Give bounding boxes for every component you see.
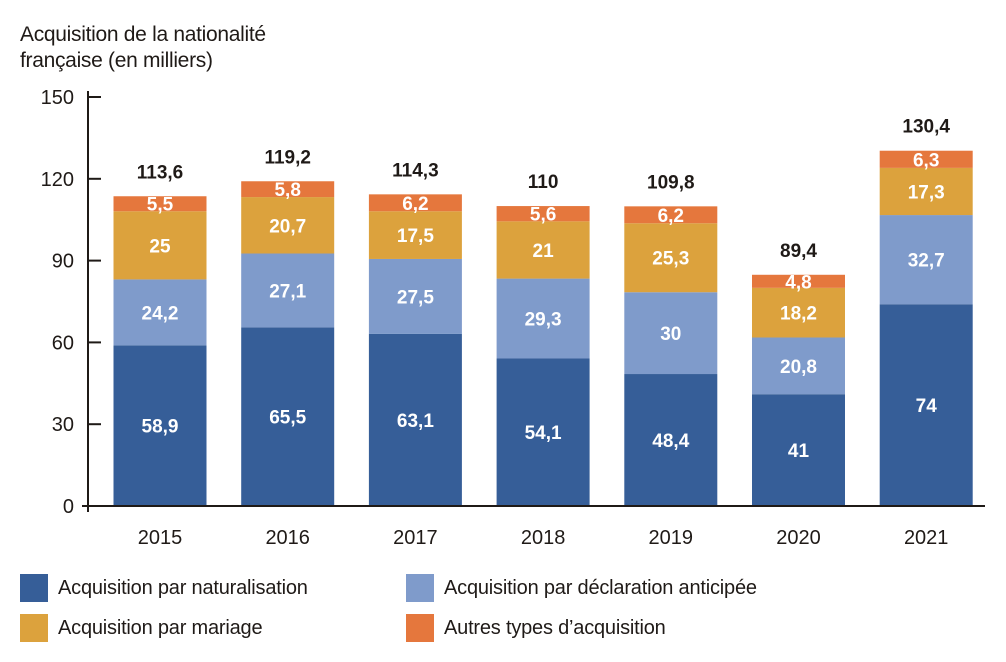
bar-segment [241,327,335,506]
total-value-label: 114,3 [392,160,439,181]
x-tick-label: 2015 [138,527,183,549]
segment-value-label: 24,2 [142,303,179,324]
bar-segment [241,253,335,328]
segment-value-label: 18,2 [780,304,817,325]
segment-value-label: 17,5 [397,226,434,247]
segment-value-label: 27,1 [269,281,306,302]
segment-value-label: 65,5 [269,408,306,429]
segment-value-label: 4,8 [785,272,811,293]
segment-value-label: 25,3 [652,249,689,270]
axes-group: 0 30 60 90 120 150 [41,87,985,518]
stacked-bar-chart: 0 30 60 90 120 150 58,9 24,2 25 5,5 113,6 2015 65,5… [41,87,985,549]
legend-label: Acquisition par mariage [58,616,263,639]
bar-segment [496,278,590,359]
bar-segment [624,206,718,224]
legend-swatch [406,614,434,642]
x-tick-label: 2019 [649,527,694,549]
segment-value-label: 6,2 [402,194,428,215]
legend-item-naturalisation: Acquisition par naturalisation [20,574,308,602]
y-tick-label: 90 [52,251,74,273]
legend-swatch [20,614,48,642]
segment-value-label: 21 [533,241,555,262]
segment-value-label: 5,6 [530,205,556,226]
y-axis-title-line-1: Acquisition de la nationalité [20,23,266,46]
bar-segment [624,292,718,375]
bar-segment [368,211,462,259]
bar-segment [496,221,590,279]
segment-value-label: 20,7 [269,216,306,237]
total-value-label: 119,2 [264,147,311,168]
bar-segment [752,337,845,395]
legend-item-autres: Autres types d’acquisition [406,614,666,642]
segment-value-label: 58,9 [142,417,179,438]
x-tick-label: 2018 [521,527,566,549]
bar-segment [624,223,718,293]
bar-segment [113,279,207,346]
segment-value-label: 48,4 [652,431,689,452]
bar-segment [496,358,590,506]
y-axis-title: Acquisition de la nationalité française … [20,22,266,74]
legend-item-declaration: Acquisition par déclaration anticipée [406,574,757,602]
segment-value-label: 41 [788,441,810,462]
bar-segment [496,206,590,222]
segment-value-label: 5,8 [274,180,300,201]
legend-swatch [20,574,48,602]
total-value-label: 109,8 [647,172,695,193]
x-tick-label: 2017 [393,527,438,549]
bar-segment [113,211,207,280]
x-tick-label: 2016 [265,527,310,549]
total-value-label: 110 [528,172,559,193]
bar-segment [752,274,845,288]
total-value-label: 89,4 [780,241,817,262]
bar-segment [113,196,207,212]
y-tick-label: 120 [41,169,74,191]
segment-value-label: 17,3 [908,182,945,203]
segment-value-label: 32,7 [908,251,945,272]
segment-value-label: 20,8 [780,357,817,378]
bar-segment [752,394,845,506]
bar-segment [879,167,973,216]
legend-label: Acquisition par déclaration anticipée [444,576,757,599]
legend-label: Autres types d’acquisition [444,616,666,639]
bar-segment [368,258,462,334]
segment-value-label: 74 [916,396,938,417]
bars-group [113,150,973,506]
legend-item-mariage: Acquisition par mariage [20,614,263,642]
segment-value-label: 6,3 [913,150,939,171]
bar-segment [879,150,973,168]
segment-value-label: 6,2 [658,206,684,227]
bar-segment [752,287,845,338]
legend-label: Acquisition par naturalisation [58,576,308,599]
x-tick-label: 2020 [776,527,821,549]
bar-segment [241,197,335,254]
y-tick-label: 30 [52,414,74,436]
legend-swatch [406,574,434,602]
y-tick-label: 60 [52,332,74,354]
total-value-label: 113,6 [137,162,184,183]
bar-segment [879,215,973,305]
bar-segment [624,374,718,506]
bar-segment [113,345,207,506]
segment-value-label: 63,1 [397,411,434,432]
x-tick-label: 2021 [904,527,949,549]
segment-value-label: 27,5 [397,287,434,308]
y-axis-title-line-2: française (en milliers) [20,49,213,72]
segment-value-label: 54,1 [525,423,562,444]
segment-value-label: 30 [660,324,681,345]
bar-segment [368,333,462,506]
segment-value-label: 5,5 [147,195,174,216]
bar-segment [241,181,335,198]
labels-group: 58,9 24,2 25 5,5 113,6 2015 65,5 27,1 20,7 5,8 119… [137,117,951,549]
total-value-label: 130,4 [902,117,950,138]
bar-segment [879,304,973,506]
segment-value-label: 29,3 [525,310,562,331]
bar-segment [368,194,462,212]
y-tick-label: 0 [63,496,74,518]
y-tick-label: 150 [41,87,74,109]
segment-value-label: 25 [149,236,171,257]
